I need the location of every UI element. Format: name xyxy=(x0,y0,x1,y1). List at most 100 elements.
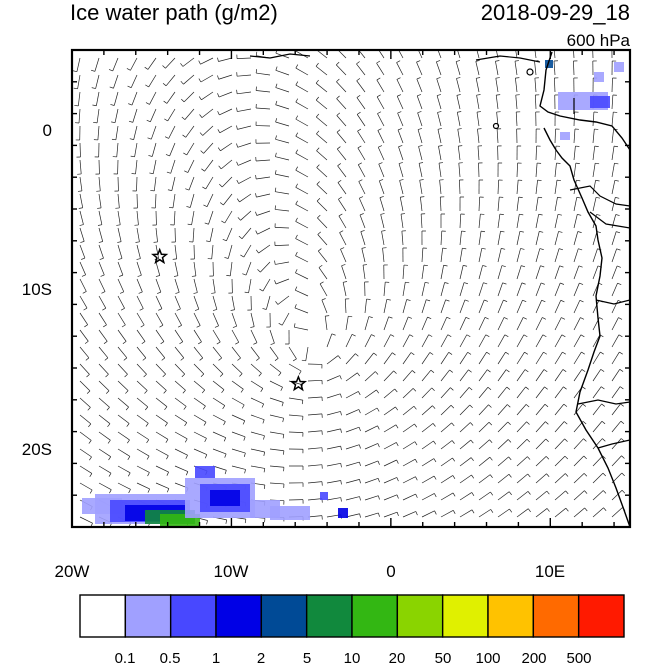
ice-patch xyxy=(614,62,624,72)
wind-barb-feather xyxy=(415,511,418,516)
wind-barb xyxy=(383,494,398,501)
wind-barb xyxy=(136,227,140,242)
wind-barb-feather xyxy=(99,257,104,260)
wind-barb xyxy=(478,317,486,331)
wind-barb xyxy=(79,244,86,259)
wind-barb xyxy=(221,176,233,188)
wind-barb xyxy=(402,316,409,331)
wind-barb xyxy=(275,70,290,76)
wind-barb xyxy=(165,57,176,69)
wind-barb-feather xyxy=(514,60,520,62)
wind-barb-feather xyxy=(415,493,418,498)
wind-barb xyxy=(187,159,195,173)
wind-barb xyxy=(98,261,105,276)
wind-barb-feather xyxy=(137,274,142,277)
wind-barb xyxy=(383,299,388,314)
wind-barb xyxy=(421,423,434,433)
wind-barb-feather xyxy=(274,260,276,265)
wind-barb-feather xyxy=(475,43,479,44)
wind-barb-feather xyxy=(618,317,623,320)
wind-barb xyxy=(364,443,378,450)
wind-barb-feather xyxy=(317,231,321,235)
wind-barb xyxy=(174,244,178,259)
wind-barb xyxy=(398,146,404,161)
wind-barb xyxy=(573,369,583,382)
wind-barb-feather xyxy=(175,292,180,294)
wind-barb-feather xyxy=(339,230,344,233)
wind-barb-feather xyxy=(184,170,188,173)
wind-barb xyxy=(174,295,181,310)
wind-barb-feather xyxy=(295,251,298,256)
wind-barb-feather xyxy=(316,147,320,151)
wind-barb xyxy=(218,91,233,98)
wind-barb xyxy=(554,231,559,246)
wind-barb xyxy=(341,265,347,280)
wind-barb-feather xyxy=(543,369,548,373)
wind-barb-feather xyxy=(280,387,283,391)
wind-barb-feather xyxy=(340,247,345,250)
wind-barb-feather xyxy=(557,213,562,216)
wind-barb xyxy=(573,231,579,246)
wind-barb xyxy=(336,64,347,76)
plot-title: Ice water path (g/m2) xyxy=(70,0,278,25)
wind-barb xyxy=(573,507,585,518)
wind-barb-feather xyxy=(356,94,361,98)
wind-barb-feather xyxy=(217,93,220,98)
wind-barb-feather xyxy=(575,162,580,164)
wind-barb xyxy=(117,210,121,225)
wind-barb-feather xyxy=(400,213,406,215)
wind-barb-feather xyxy=(250,326,255,328)
wind-barb xyxy=(478,456,491,467)
wind-barb-feather xyxy=(471,492,475,496)
wind-barb xyxy=(130,57,138,71)
wind-barb xyxy=(438,163,442,178)
wind-barb-feather xyxy=(295,149,299,154)
wind-barb-feather xyxy=(396,77,401,80)
wind-barb-feather xyxy=(135,241,140,243)
wind-barb-feather xyxy=(338,196,342,200)
wind-barb xyxy=(497,508,510,518)
wind-barb xyxy=(212,295,218,310)
wind-barb-feather xyxy=(82,291,87,294)
colorbar-swatch xyxy=(305,594,353,638)
wind-barb xyxy=(136,448,150,457)
wind-barb-feather xyxy=(239,373,243,377)
wind-barb xyxy=(440,369,450,382)
wind-barb xyxy=(421,440,434,450)
wind-barb-feather xyxy=(158,308,163,311)
wind-barb xyxy=(345,426,360,433)
wind-barb xyxy=(535,438,547,450)
wind-barb-feather xyxy=(489,439,493,443)
wind-barb xyxy=(167,108,176,122)
wind-barb-feather xyxy=(471,474,475,479)
wind-barb-feather xyxy=(164,422,168,427)
wind-barb-feather xyxy=(621,472,625,477)
wind-barb-feather xyxy=(88,440,92,444)
wind-barb xyxy=(170,159,176,174)
wind-barb xyxy=(256,210,271,216)
wind-barb-feather xyxy=(337,163,341,167)
wind-barb-feather xyxy=(255,69,258,74)
wind-barb-feather xyxy=(237,357,241,361)
wind-barb-feather xyxy=(295,64,299,69)
coastline xyxy=(249,51,630,527)
wind-barb xyxy=(611,77,613,93)
wind-barb-feather xyxy=(415,476,418,481)
wind-barb xyxy=(345,353,356,365)
wind-barb-feather xyxy=(615,214,620,216)
wind-barb xyxy=(262,278,271,292)
wind-barb-feather xyxy=(92,104,97,107)
wind-barb-feather xyxy=(490,509,494,513)
wind-barb-feather xyxy=(470,422,474,426)
wind-barb-feather xyxy=(72,70,77,72)
wind-barb xyxy=(98,227,104,242)
wind-barb xyxy=(592,197,597,212)
wind-barb-feather xyxy=(202,405,206,410)
wind-barb xyxy=(212,363,224,375)
wind-barb xyxy=(174,380,186,391)
wind-barb-feather xyxy=(337,179,342,183)
wind-barb xyxy=(359,214,366,229)
wind-barb xyxy=(336,115,347,127)
wind-barb xyxy=(592,490,604,501)
wind-barb xyxy=(516,282,523,297)
